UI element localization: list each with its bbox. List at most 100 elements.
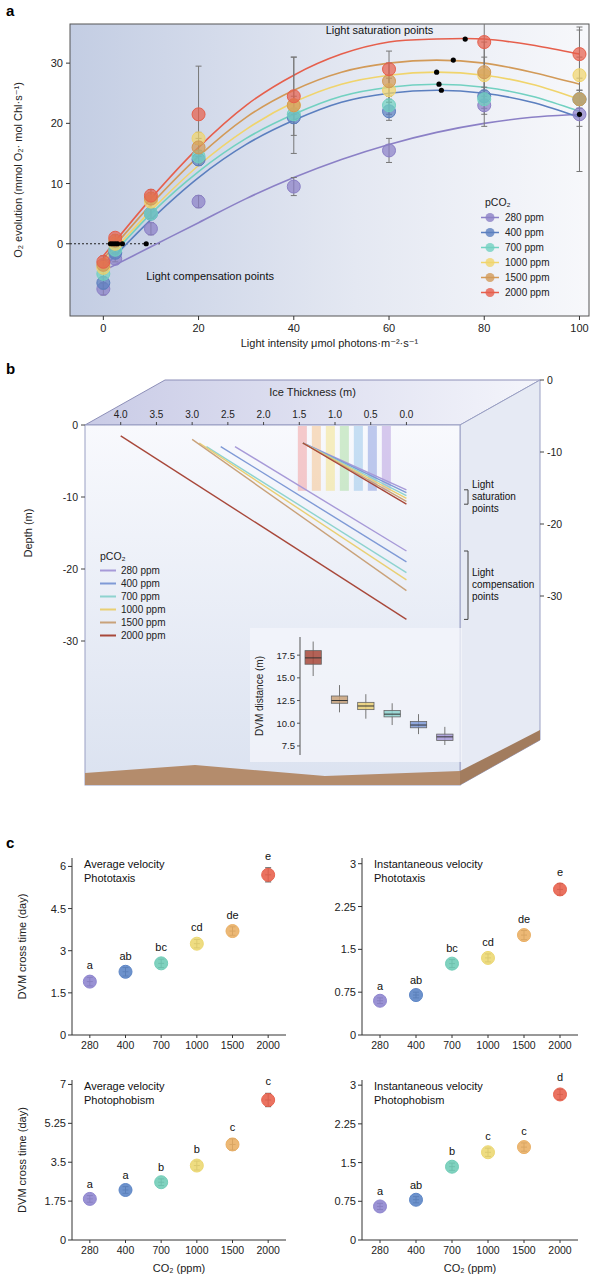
error-cap — [386, 51, 392, 52]
significance-letter: c — [485, 1130, 491, 1142]
y-tick — [66, 183, 70, 184]
x-tick-label: 700 — [443, 1039, 461, 1051]
y-axis-title: DVM cross time (day) — [16, 894, 28, 1000]
significance-letter: bc — [155, 941, 167, 953]
x-tick — [293, 316, 294, 320]
y-axis — [72, 858, 73, 1035]
annotation: Lightcompensationpoints — [472, 567, 534, 602]
seabed — [85, 765, 460, 785]
x-tick — [198, 316, 199, 320]
significance-letter: bc — [446, 942, 458, 954]
significance-letter: ab — [410, 974, 422, 986]
significance-letter: c — [230, 1121, 236, 1133]
y-tick — [81, 497, 85, 498]
x-tick-label: 400 — [407, 1244, 425, 1256]
fit-curve — [103, 38, 579, 255]
x-tick — [161, 1240, 162, 1243]
y-tick — [358, 1035, 362, 1036]
data-point — [144, 207, 157, 220]
box — [358, 702, 374, 709]
x-tick-label: 1000 — [185, 1244, 209, 1256]
inset-tick-label: 10.0 — [277, 718, 296, 729]
x-axis — [362, 1240, 578, 1241]
significance-letter: c — [521, 1125, 527, 1137]
significance-letter: c — [265, 1075, 271, 1087]
y-tick — [358, 1240, 362, 1241]
box — [384, 711, 400, 717]
error-cap — [291, 153, 297, 154]
light-band — [354, 426, 363, 491]
fit-curve — [103, 84, 579, 265]
x-tick — [452, 1035, 453, 1038]
x-tick-label: 0.5 — [364, 409, 378, 420]
x-tick-label: 3.5 — [149, 409, 163, 420]
significance-letter: de — [518, 913, 530, 925]
y-tick — [358, 863, 362, 864]
y-tick — [68, 1035, 72, 1036]
error-cap — [576, 171, 582, 172]
data-point — [573, 93, 586, 106]
significance-letter: e — [557, 866, 563, 878]
error-cap — [386, 138, 392, 139]
plot-marks — [70, 24, 586, 295]
text-line: Instantaneous velocity — [374, 858, 483, 870]
saturation-point — [451, 58, 456, 63]
legend-swatch — [486, 288, 495, 297]
text-line: compensation — [472, 579, 534, 590]
y-tick-label: 1.5 — [341, 943, 356, 955]
box-median — [305, 657, 321, 658]
x-tick — [488, 1240, 489, 1243]
legend-swatch — [100, 596, 116, 598]
error-cap — [576, 30, 582, 31]
plot-marks — [121, 436, 407, 620]
text-line: Phototaxis — [84, 872, 136, 884]
data-point — [383, 75, 396, 88]
x-tick — [579, 316, 580, 320]
legend-label: 1500 ppm — [505, 272, 549, 283]
data-point — [446, 1160, 459, 1173]
panel-label: a — [6, 2, 15, 19]
x-tick-label: 60 — [383, 322, 395, 334]
data-point — [554, 883, 567, 896]
data-point — [554, 1088, 567, 1101]
legend-swatch — [100, 583, 116, 585]
inset-tick-label: 7.5 — [282, 740, 295, 751]
box — [437, 734, 453, 740]
y-tick-label: 6 — [60, 860, 66, 872]
legend-swatch — [100, 622, 116, 624]
significance-letter: a — [87, 1178, 94, 1190]
error-cap — [481, 126, 487, 127]
y-tick-label: 0 — [350, 1029, 356, 1041]
y-tick-label: 3.5 — [51, 1156, 66, 1168]
significance-letter: cd — [482, 936, 494, 948]
x-tick-label: 400 — [407, 1039, 425, 1051]
annotation: Light compensation points — [146, 270, 274, 282]
y-axis-title: DVM cross time (day) — [16, 1107, 28, 1213]
compensation-line — [199, 443, 406, 580]
error-cap — [386, 162, 392, 163]
y-tick — [358, 992, 362, 993]
data-point — [226, 1138, 239, 1151]
y-tick — [66, 63, 70, 64]
inset-tick-label: 12.5 — [277, 695, 296, 706]
x-tick-label: 1500 — [512, 1244, 536, 1256]
data-point — [446, 957, 459, 970]
x-tick-label: 2000 — [256, 1244, 280, 1256]
legend-swatch — [486, 228, 495, 237]
fit-curve — [103, 60, 579, 259]
y-tick — [66, 243, 70, 244]
x-tick-label: 0 — [100, 322, 106, 334]
y-axis — [362, 858, 363, 1035]
y-axis-title: O₂ evolution (mmol O₂· mol Chl·s⁻¹) — [12, 82, 24, 258]
y-tick — [358, 1162, 362, 1163]
x-tick-label: 1500 — [512, 1039, 536, 1051]
x-tick — [416, 1240, 417, 1243]
data-point — [573, 69, 586, 82]
x-tick — [380, 1240, 381, 1243]
x-tick — [227, 422, 228, 425]
y-tick — [68, 1123, 72, 1124]
inset-axis-title: DVM distance (m) — [254, 656, 265, 736]
data-point — [374, 994, 387, 1007]
saturation-point — [439, 88, 444, 93]
y-tick-label: 4.5 — [51, 903, 66, 915]
